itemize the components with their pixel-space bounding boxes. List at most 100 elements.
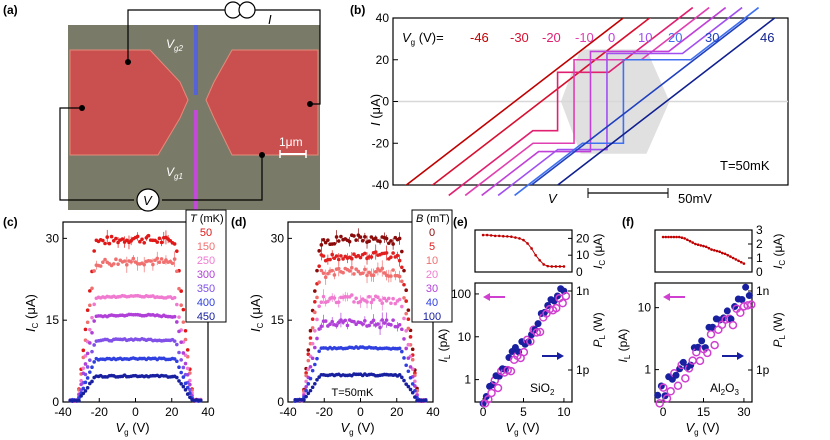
ytick-label: 15 <box>271 313 285 327</box>
plot-frame-top <box>654 229 753 273</box>
data-point <box>172 242 177 246</box>
data-point <box>378 325 382 330</box>
data-point <box>313 362 317 367</box>
data-point <box>369 255 374 259</box>
data-point <box>313 310 317 315</box>
data-point <box>179 370 183 375</box>
ic-curve <box>483 234 564 267</box>
gate-value-label: 0 <box>608 30 615 45</box>
wire-top-right <box>255 9 321 105</box>
data-point <box>413 395 417 399</box>
ytick-label: 10 <box>638 301 652 315</box>
xtick-label: 20 <box>165 405 179 419</box>
data-point <box>172 257 177 261</box>
data-point <box>101 260 105 264</box>
data-point <box>365 300 369 304</box>
data-point <box>400 249 404 254</box>
leakage-current-point <box>727 315 735 323</box>
data-point <box>114 257 118 261</box>
leakage-power-point <box>681 374 690 383</box>
right-tick-label: 1n <box>756 284 769 298</box>
data-point <box>92 319 96 323</box>
data-point <box>172 357 177 361</box>
data-point <box>323 240 328 245</box>
xtick-label: 40 <box>426 405 440 419</box>
data-point <box>177 329 181 334</box>
iv-curve <box>556 18 776 185</box>
xtick-label: 30 <box>737 405 751 419</box>
data-point <box>330 252 335 257</box>
data-point <box>157 236 162 241</box>
scale-bar-label: 1μm <box>279 135 303 149</box>
scale-bar-label-b: 50mV <box>678 191 712 206</box>
x-axis-label: Vg (V) <box>506 420 540 437</box>
data-point <box>336 320 341 325</box>
data-point <box>317 264 321 268</box>
legend-entry: 40 <box>426 297 438 309</box>
data-point <box>157 260 162 265</box>
data-point <box>175 375 179 380</box>
data-point <box>332 273 337 277</box>
data-point <box>142 240 146 245</box>
data-point <box>330 268 335 273</box>
data-point <box>146 233 151 238</box>
data-point <box>81 366 86 371</box>
data-point <box>308 376 313 381</box>
data-point <box>304 379 308 384</box>
data-point <box>356 269 361 274</box>
data-point <box>175 320 179 324</box>
data-point <box>358 255 363 260</box>
data-point <box>88 341 92 345</box>
data-point <box>326 238 330 242</box>
panel-label-e: (e) <box>453 215 468 229</box>
data-point <box>103 257 107 262</box>
data-point <box>177 350 181 355</box>
data-point <box>363 234 367 239</box>
data-point <box>185 366 190 371</box>
data-point <box>378 298 382 302</box>
data-point <box>85 365 90 369</box>
data-point <box>397 274 402 279</box>
data-point <box>402 378 406 383</box>
data-point <box>79 394 83 398</box>
data-point <box>358 235 363 239</box>
panel-label-f: (f) <box>622 215 634 229</box>
data-point <box>155 256 160 261</box>
data-point <box>400 279 404 284</box>
data-point <box>319 243 324 247</box>
wire-bottom-left <box>59 107 134 201</box>
ytick-label: 30 <box>46 231 60 245</box>
gate-value-label: -46 <box>470 30 489 45</box>
iv-curve <box>431 18 651 185</box>
data-point <box>170 261 175 266</box>
data-point <box>107 241 112 246</box>
leakage-power-point <box>519 347 529 357</box>
arrow-right-head <box>737 352 744 360</box>
data-point <box>321 237 326 242</box>
xtick-label: 0 <box>660 405 667 419</box>
leakage-current-point <box>698 337 706 345</box>
data-point <box>328 322 332 326</box>
data-point <box>397 258 402 263</box>
leakage-power-point <box>484 395 493 404</box>
leakage-power-point <box>551 303 561 313</box>
data-point <box>179 381 183 386</box>
ylabel-b: I (μA) <box>368 94 383 126</box>
data-point <box>321 294 326 299</box>
data-point <box>317 304 321 309</box>
data-point <box>354 238 358 242</box>
material-label: Al2O3 <box>710 381 739 397</box>
ic-axis-label: IC (μA) <box>591 234 607 269</box>
xtick-label: 0 <box>132 405 139 419</box>
data-point <box>81 348 86 353</box>
x-axis-label: Vg (V) <box>116 420 150 437</box>
data-point <box>181 384 186 389</box>
material-label: SiO2 <box>530 381 555 397</box>
data-point <box>83 362 88 366</box>
data-point <box>363 267 367 272</box>
data-point <box>310 356 315 361</box>
ytick-label: 1 <box>464 373 471 387</box>
data-point <box>423 398 428 403</box>
data-point <box>140 237 144 242</box>
